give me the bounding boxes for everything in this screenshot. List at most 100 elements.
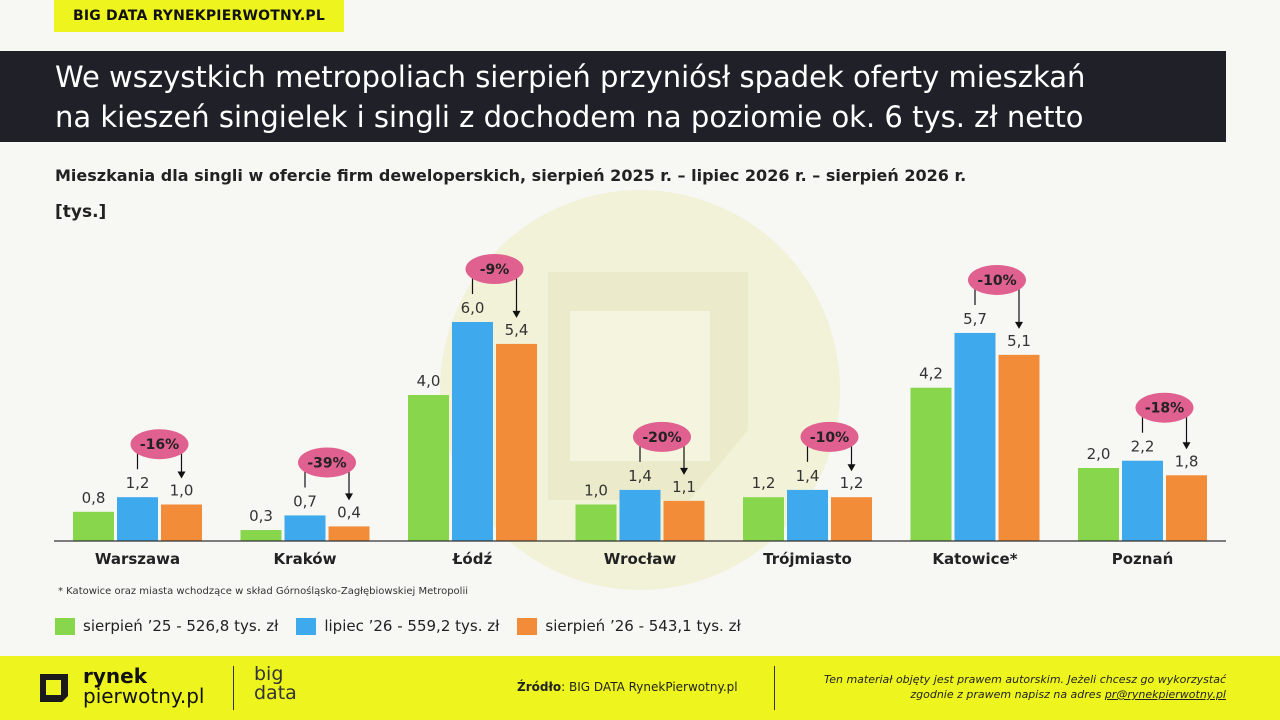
bar-value-label: 1,0 [170, 482, 194, 500]
source-text: : BIG DATA RynekPierwotny.pl [561, 680, 738, 694]
logo-line-1: rynek [83, 664, 148, 688]
bigdata-logo: big data [254, 665, 297, 703]
rynek-logo-icon [40, 674, 68, 702]
bar-value-label: 1,4 [796, 467, 820, 485]
bar-jul26 [284, 515, 326, 541]
bar-value-label: 2,0 [1087, 445, 1111, 463]
bar-jul26 [1122, 460, 1163, 541]
category-label: Katowice* [932, 550, 1017, 568]
bar-aug25 [910, 387, 952, 541]
bar-aug26 [161, 504, 202, 541]
category-label: Warszawa [95, 550, 180, 568]
chart-title: Mieszkania dla singli w ofercie firm dew… [55, 166, 967, 185]
bar-value-label: 0,3 [249, 507, 273, 525]
bar-aug25 [575, 504, 617, 541]
legend-swatch-aug25 [55, 617, 75, 635]
brand-tag: BIG DATA RYNEKPIERWOTNY.PL [54, 0, 344, 32]
change-badge [968, 264, 1026, 295]
footer: rynek pierwotny.pl big data Źródło: BIG … [0, 656, 1280, 720]
logo-line-2: pierwotny.pl [83, 684, 205, 708]
bar-value-label: 4,0 [417, 372, 441, 390]
bar-aug26 [998, 354, 1040, 541]
legend-item-aug25: sierpień ’25 - 526,8 tys. zł [55, 617, 278, 635]
logo-divider [233, 666, 234, 710]
bar-chart: 0,8 1,2 1,0 Warszawa -16% 0,3 0,7 0,4 Kraków -39%… [54, 190, 1226, 590]
bar-value-label: 4,2 [919, 365, 943, 383]
change-arrow-icon [1182, 442, 1191, 450]
title-band: We wszystkich metropoliach sierpień przy… [0, 51, 1226, 142]
category-label: Łódź [452, 550, 493, 568]
copyright-note: Ten materiał objęty jest prawem autorski… [776, 672, 1226, 702]
bar-aug26 [663, 500, 705, 541]
bar-aug26 [831, 497, 872, 541]
legend-item-jul26: lipiec ’26 - 559,2 tys. zł [296, 617, 499, 635]
legend: sierpień ’25 - 526,8 tys. zł lipiec ’26 … [55, 617, 741, 635]
bar-value-label: 0,7 [293, 492, 317, 510]
bar-aug25 [1078, 468, 1119, 541]
bar-aug25 [408, 395, 449, 541]
title-line-1: We wszystkich metropoliach sierpień przy… [55, 60, 1086, 94]
category-label: Wrocław [604, 550, 677, 568]
bar-value-label: 1,2 [126, 474, 150, 492]
bar-jul26 [619, 489, 661, 541]
bar-jul26 [954, 332, 996, 541]
bar-value-label: 1,2 [752, 474, 776, 492]
source-note: Źródło: BIG DATA RynekPierwotny.pl [517, 680, 738, 694]
legend-label-jul26: lipiec ’26 - 559,2 tys. zł [324, 617, 500, 635]
page-title: We wszystkich metropoliach sierpień przy… [55, 57, 1220, 137]
footer-divider [774, 666, 775, 710]
bar-value-label: 1,1 [672, 478, 696, 496]
change-badge [465, 254, 524, 284]
bar-value-label: 0,8 [82, 489, 106, 507]
change-badge [633, 421, 691, 452]
bigdata-line-1: big [254, 663, 284, 685]
change-badge [130, 429, 189, 460]
legend-item-aug26: sierpień ’26 - 543,1 tys. zł [517, 617, 741, 635]
bar-jul26 [452, 322, 493, 541]
category-label: Kraków [274, 550, 337, 568]
category-label: Trójmiasto [763, 550, 852, 568]
change-badge [298, 447, 356, 478]
change-arrow-icon [345, 493, 353, 501]
change-label: -39% [307, 455, 346, 471]
legend-swatch-aug26 [517, 617, 538, 635]
change-label: -10% [810, 430, 849, 446]
legend-label-aug25: sierpień ’25 - 526,8 tys. zł [83, 617, 279, 635]
bar-value-label: 5,4 [505, 321, 529, 339]
unit-label: [tys.] [55, 202, 107, 222]
bar-jul26 [787, 489, 828, 541]
change-arrow-icon [177, 471, 186, 479]
bar-aug25 [240, 530, 282, 541]
legend-label-aug26: sierpień ’26 - 543,1 tys. zł [545, 617, 741, 635]
bar-aug25 [73, 511, 114, 541]
bar-aug25 [743, 497, 784, 541]
change-label: -20% [642, 430, 681, 446]
bar-value-label: 1,2 [840, 474, 864, 492]
bar-value-label: 5,7 [963, 310, 987, 328]
bar-value-label: 1,4 [628, 467, 652, 485]
bar-value-label: 1,0 [584, 482, 608, 500]
bar-aug26 [496, 343, 537, 541]
bar-value-label: 0,4 [337, 503, 361, 521]
copyright-line-1: Ten materiał objęty jest prawem autorski… [823, 673, 1226, 686]
change-label: -9% [480, 262, 510, 278]
change-label: -16% [140, 437, 179, 453]
bar-jul26 [117, 497, 158, 541]
bigdata-line-2: data [254, 682, 297, 704]
change-arrow-icon [847, 464, 856, 472]
bar-aug26 [1166, 475, 1207, 541]
bar-value-label: 1,8 [1175, 452, 1199, 470]
title-line-2: na kieszeń singielek i singli z dochodem… [55, 100, 1084, 134]
change-arrow-icon [512, 310, 521, 318]
bar-value-label: 6,0 [461, 299, 485, 317]
bar-aug26 [328, 526, 370, 541]
copyright-line-2: zgodnie z prawem napisz na adres [910, 688, 1102, 701]
bar-value-label: 2,2 [1131, 438, 1155, 456]
change-arrow-icon [680, 467, 688, 475]
source-label: Źródło [517, 680, 562, 694]
copyright-email-link[interactable]: pr@rynekpierwotny.pl [1104, 688, 1226, 701]
change-badge [800, 421, 859, 452]
bar-value-label: 5,1 [1007, 332, 1031, 350]
legend-swatch-jul26 [296, 617, 317, 635]
change-arrow-icon [1015, 321, 1023, 329]
